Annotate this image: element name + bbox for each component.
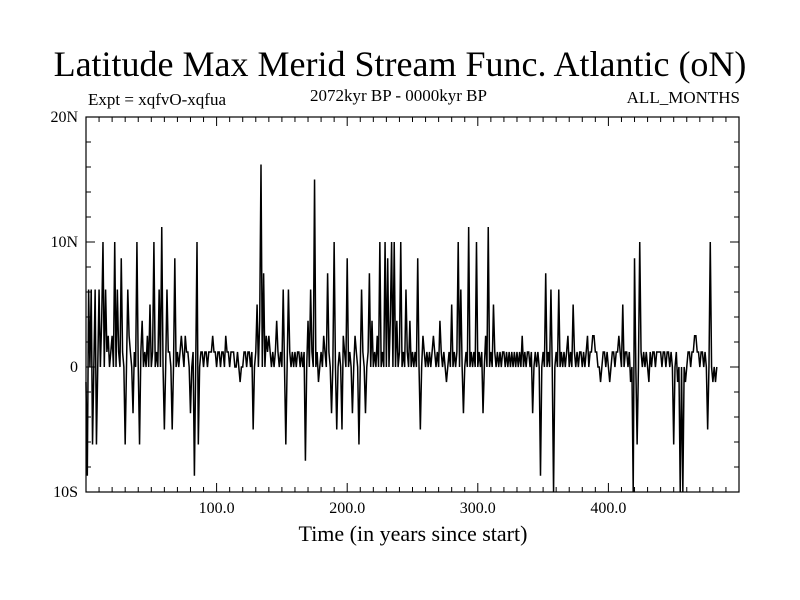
y-tick-label: 10N: [50, 234, 78, 251]
x-tick-label: 200.0: [329, 500, 365, 517]
y-tick-label: 20N: [50, 109, 78, 126]
x-tick-label: 100.0: [199, 500, 235, 517]
x-tick-label: 400.0: [590, 500, 626, 517]
chart-title: Latitude Max Merid Stream Func. Atlantic…: [53, 44, 747, 84]
x-axis-label: Time (in years since start): [298, 521, 528, 546]
y-tick-label: 10S: [53, 484, 78, 501]
period-label: 2072kyr BP - 0000kyr BP: [310, 86, 487, 105]
months-label: ALL_MONTHS: [626, 88, 740, 107]
plot-frame: [85, 116, 740, 493]
experiment-label: Expt = xqfvO-xqfua: [88, 90, 227, 109]
axis-ticks: [86, 117, 739, 492]
series-line: [85, 164, 718, 493]
axis-tick-labels: 100.0 200.0 300.0 400.0 20N 10N 0 10S: [50, 109, 626, 517]
y-tick-label: 0: [70, 359, 78, 376]
x-tick-label: 300.0: [460, 500, 496, 517]
